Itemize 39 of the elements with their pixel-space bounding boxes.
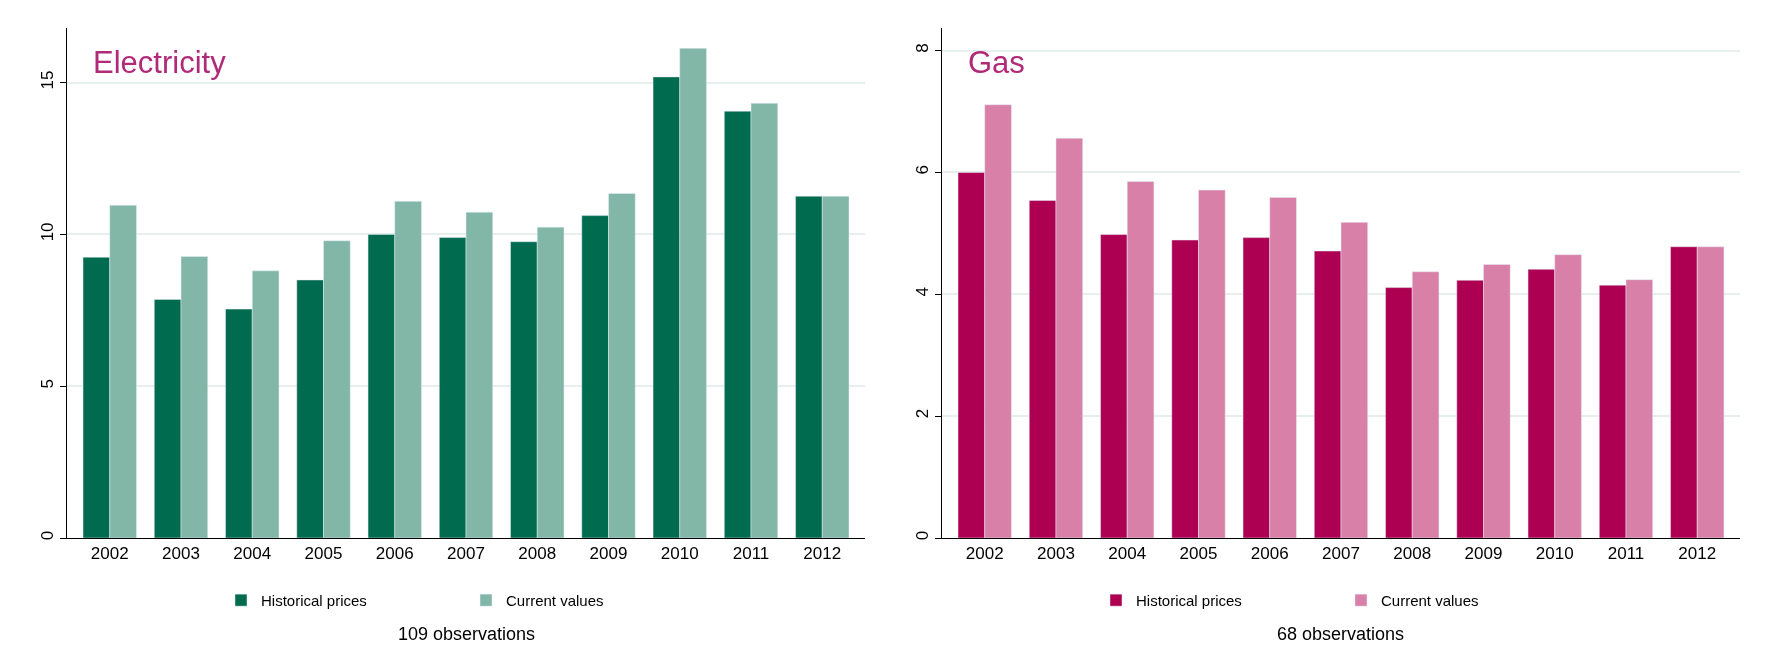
text: 68 observations [1277, 624, 1405, 644]
legend-label: Current values [506, 592, 604, 609]
x-tick-label: 2002 [965, 544, 1004, 564]
text: Electricity [93, 45, 227, 80]
x-tick-label: 2011 [732, 544, 770, 564]
x-tick-label: 2003 [162, 544, 200, 564]
x-tick-label: 2011 [1607, 544, 1645, 564]
y-tick-label: 6 [913, 165, 933, 175]
x-tick-label: 2004 [233, 544, 272, 564]
y-tick-label: 15 [38, 70, 58, 90]
y-tick-label: 5 [38, 378, 58, 389]
x-tick-label: 2012 [1678, 544, 1717, 564]
text: 109 observations [398, 624, 536, 644]
text: Gas [968, 45, 1025, 80]
x-tick-label: 2005 [1179, 544, 1218, 564]
x-tick-label: 2004 [1108, 544, 1147, 564]
x-tick-label: 2005 [304, 544, 343, 564]
x-tick-label: 2008 [518, 544, 557, 564]
legend-label: Historical prices [261, 592, 367, 609]
y-tick-label: 10 [38, 222, 58, 242]
x-tick-label: 2007 [447, 544, 485, 564]
x-tick-label: 2007 [1322, 544, 1360, 564]
x-tick-label: 2010 [660, 544, 699, 564]
y-tick-label: 8 [913, 43, 933, 53]
y-tick-label: 0 [38, 530, 58, 541]
x-tick-label: 2006 [375, 544, 414, 564]
y-tick-label: 4 [913, 286, 933, 297]
x-tick-label: 2008 [1393, 544, 1432, 564]
x-tick-label: 2002 [90, 544, 129, 564]
x-tick-label: 2006 [1250, 544, 1289, 564]
x-tick-label: 2009 [589, 544, 628, 564]
x-tick-label: 2012 [803, 544, 842, 564]
x-tick-label: 2009 [1464, 544, 1503, 564]
y-tick-label: 0 [913, 530, 933, 541]
x-tick-label: 2003 [1037, 544, 1075, 564]
x-tick-label: 2010 [1535, 544, 1574, 564]
y-tick-label: 2 [913, 408, 933, 419]
legend-label: Current values [1380, 592, 1479, 609]
legend-label: Historical prices [1135, 592, 1242, 609]
